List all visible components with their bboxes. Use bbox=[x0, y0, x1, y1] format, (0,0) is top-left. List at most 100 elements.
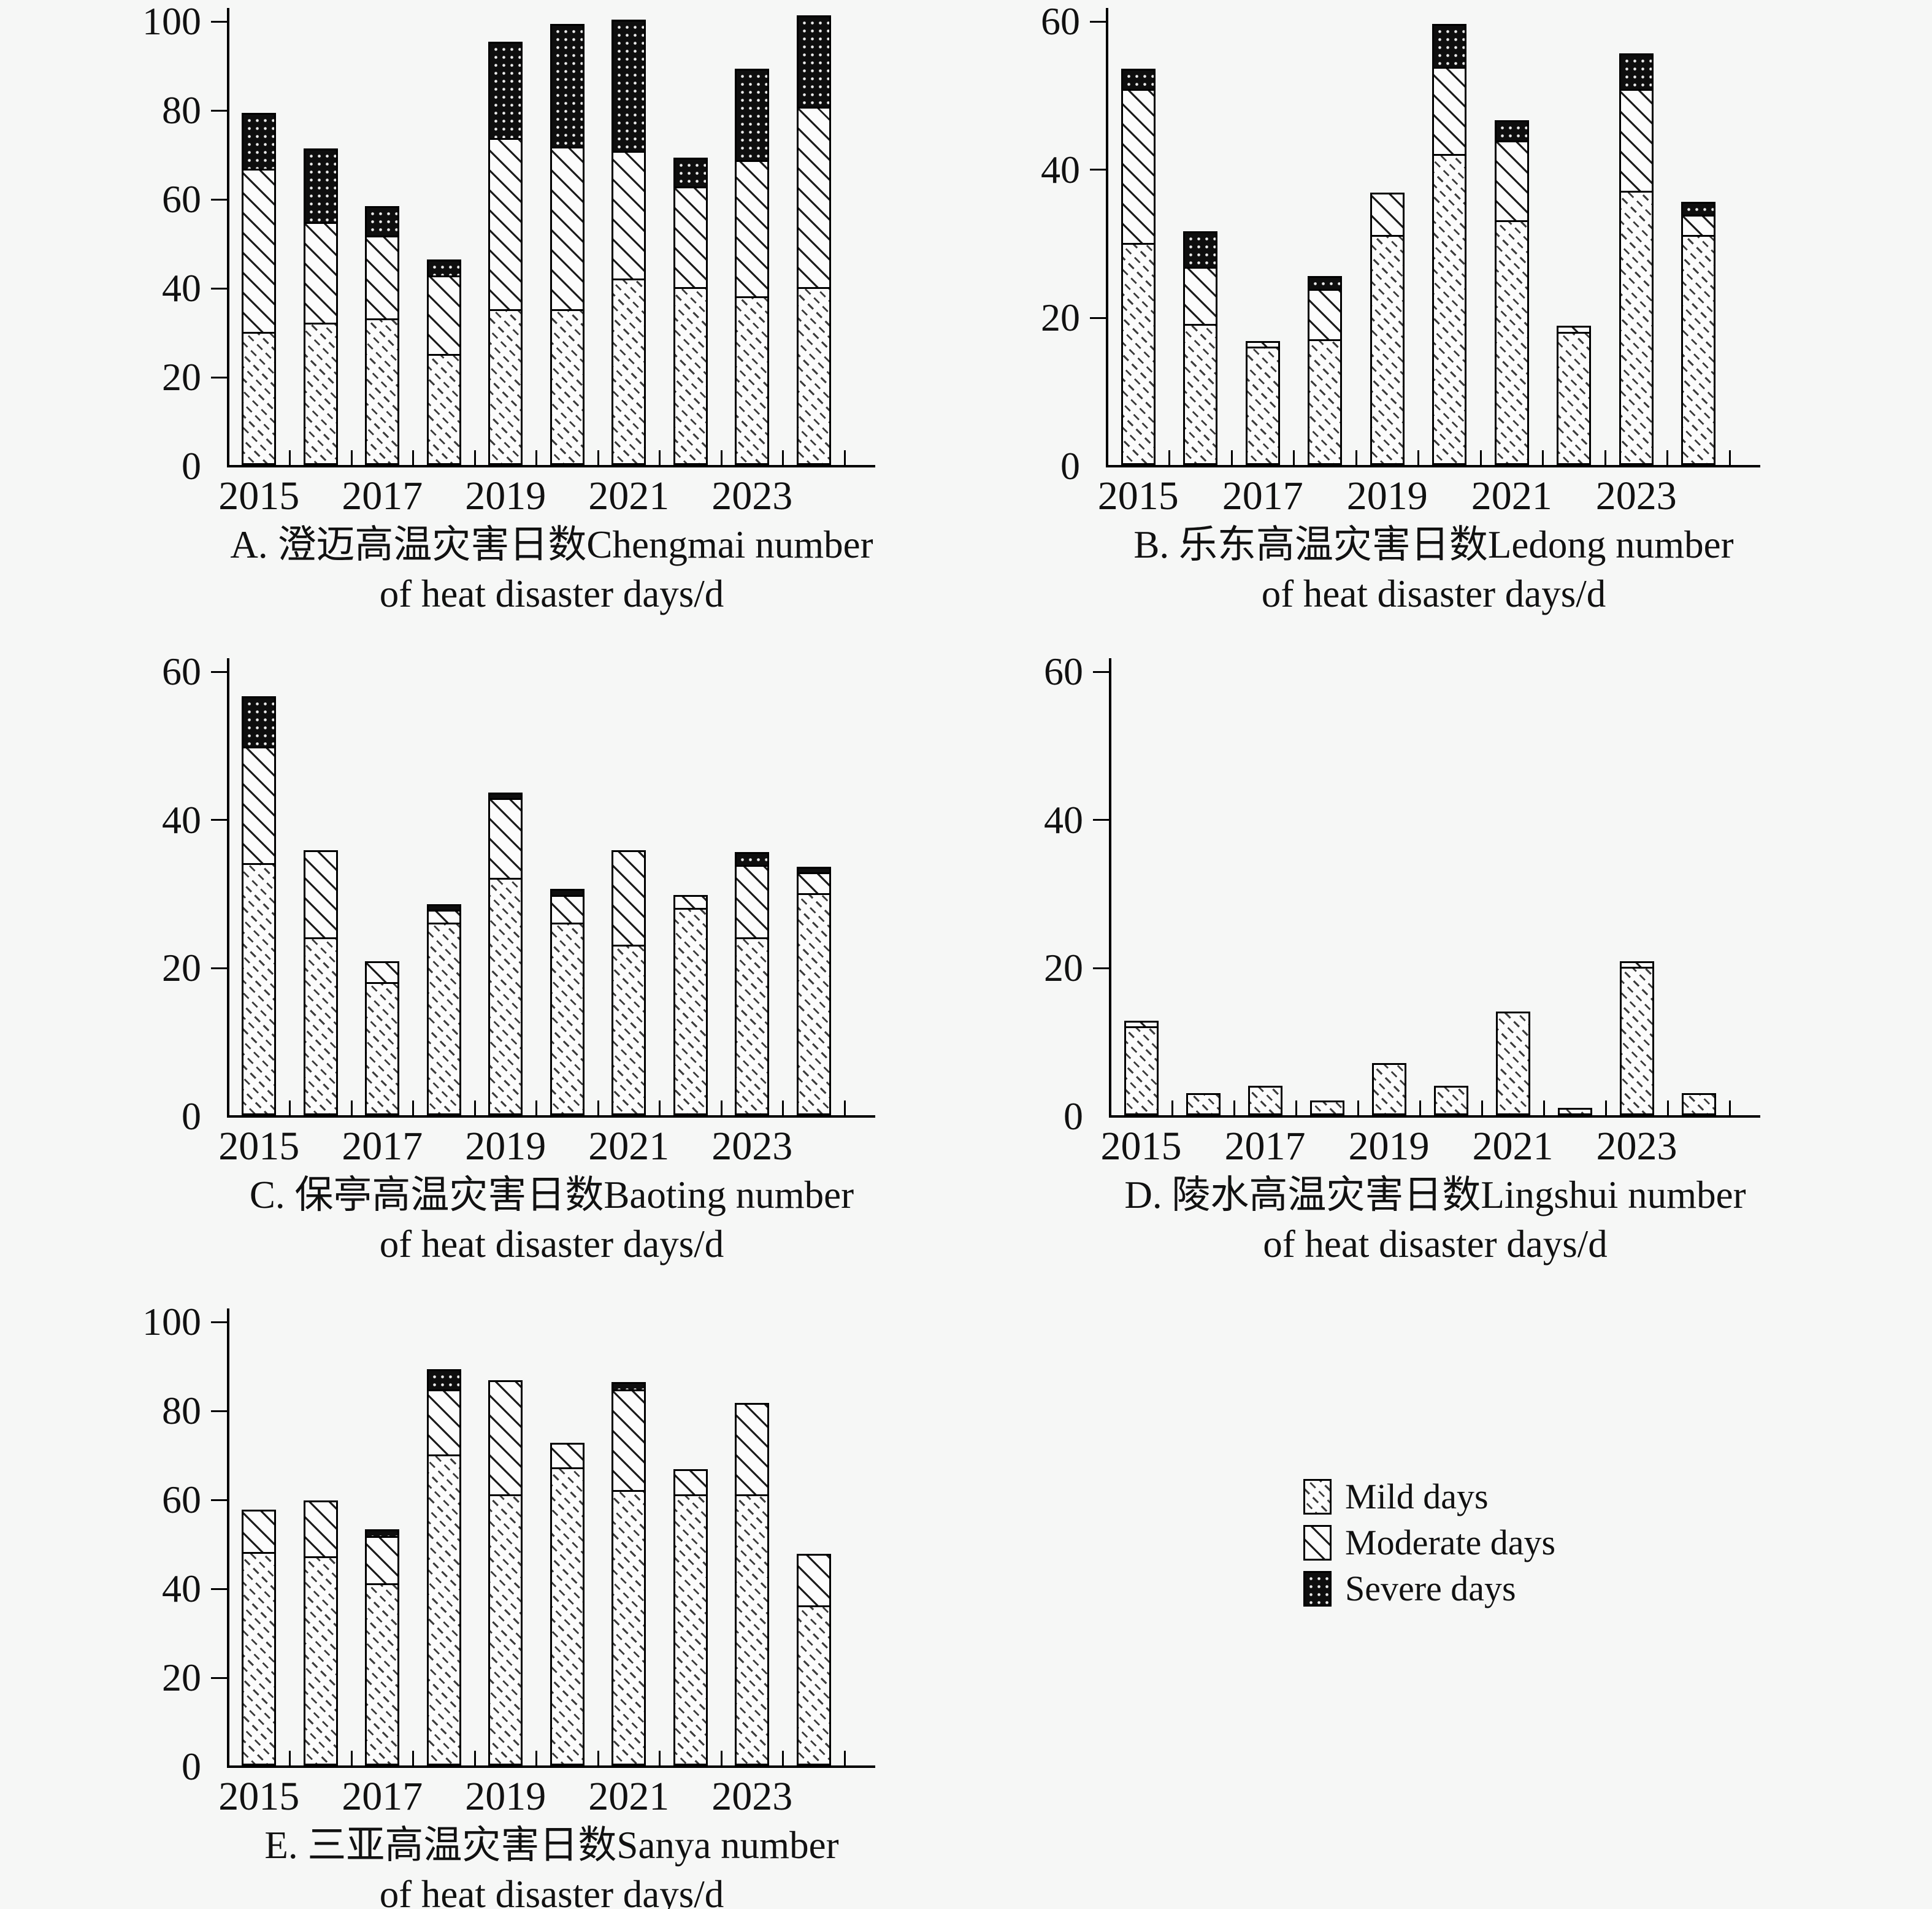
bar-E-2024 bbox=[796, 1554, 831, 1765]
bar-B-2020 bbox=[1432, 24, 1467, 465]
bar-segment-mild bbox=[426, 922, 461, 1115]
chart-chengmai-title-line2: of heat disaster days/d bbox=[379, 572, 724, 615]
chart-chengmai-title: A. 澄迈高温灾害日数Chengmai number of heat disas… bbox=[230, 520, 873, 618]
x-axis bbox=[227, 1115, 875, 1118]
bar-segment-moderate bbox=[1432, 66, 1467, 156]
bar-segment-severe bbox=[735, 68, 770, 162]
bar-segment-moderate bbox=[1183, 266, 1218, 326]
bar-E-2018 bbox=[426, 1369, 461, 1765]
y-tick-label: 0 bbox=[1064, 1094, 1083, 1138]
bar-segment-mild bbox=[488, 1494, 523, 1765]
bar-A-2015 bbox=[242, 113, 277, 465]
bar-segment-mild bbox=[242, 331, 277, 465]
bar-A-2019 bbox=[488, 42, 523, 465]
x-tick-label: 2021 bbox=[588, 1124, 670, 1169]
bar-D-2018 bbox=[1309, 1100, 1344, 1115]
y-tick-label: 40 bbox=[162, 1567, 201, 1610]
bar-A-2020 bbox=[550, 24, 585, 465]
x-tick-label: 2015 bbox=[1100, 1124, 1182, 1169]
chart-lingshui: D. 陵水高温灾害日数Lingshui number of heat disas… bbox=[1044, 652, 1760, 1266]
bar-C-2019 bbox=[488, 793, 523, 1115]
bar-C-2020 bbox=[550, 889, 585, 1115]
y-tick-label: 60 bbox=[162, 177, 201, 221]
y-tick bbox=[211, 819, 227, 821]
x-tick-label: 2019 bbox=[1348, 1124, 1430, 1169]
bar-segment-mild bbox=[1557, 331, 1592, 465]
x-tick bbox=[350, 1751, 353, 1765]
x-tick-label: 2023 bbox=[1596, 1124, 1677, 1169]
bar-segment-mild bbox=[1186, 1093, 1221, 1115]
x-tick bbox=[1666, 450, 1668, 465]
y-tick bbox=[211, 1499, 227, 1501]
bar-segment-severe bbox=[1308, 275, 1343, 291]
bar-segment-severe bbox=[1494, 120, 1529, 143]
chart-chengmai-plot: A. 澄迈高温灾害日数Chengmai number of heat disas… bbox=[142, 2, 875, 615]
y-tick-label: 100 bbox=[142, 0, 201, 43]
legend-item-mild-days: Mild days bbox=[1303, 1477, 1555, 1516]
bar-segment-mild bbox=[365, 318, 400, 465]
chart-lingshui-title: D. 陵水高温灾害日数Lingshui number of heat disas… bbox=[1124, 1170, 1746, 1269]
y-axis bbox=[227, 8, 229, 466]
mild-days-pattern-swatch-icon bbox=[1303, 1479, 1332, 1515]
x-tick bbox=[1543, 1100, 1545, 1115]
bar-E-2017 bbox=[365, 1529, 400, 1765]
bar-segment-moderate bbox=[426, 909, 461, 924]
y-tick-label: 40 bbox=[1044, 797, 1083, 842]
bar-segment-mild bbox=[796, 287, 831, 465]
bar-E-2015 bbox=[242, 1509, 277, 1765]
y-tick bbox=[211, 1410, 227, 1412]
bar-segment-mild bbox=[1371, 1063, 1406, 1115]
y-tick bbox=[1093, 967, 1109, 969]
bar-segment-moderate bbox=[1121, 88, 1156, 245]
chart-ledong-title: B. 乐东高温灾害日数Ledong number of heat disaste… bbox=[1133, 520, 1733, 618]
legend-item-severe-days: Severe days bbox=[1303, 1569, 1555, 1608]
chart-ledong-title-line1: B. 乐东高温灾害日数Ledong number bbox=[1133, 523, 1734, 566]
bar-segment-mild bbox=[426, 1454, 461, 1765]
bar-segment-severe bbox=[242, 696, 277, 748]
x-tick bbox=[782, 1751, 784, 1765]
bar-segment-severe bbox=[796, 15, 831, 109]
bar-D-2022 bbox=[1557, 1107, 1592, 1115]
bar-A-2018 bbox=[426, 259, 461, 465]
chart-lingshui-plot: D. 陵水高温灾害日数Lingshui number of heat disas… bbox=[1044, 652, 1760, 1266]
bar-segment-mild bbox=[1309, 1100, 1344, 1115]
legend: Mild days Moderate days Severe days bbox=[1303, 1477, 1555, 1615]
bar-segment-severe bbox=[1183, 231, 1218, 269]
y-tick bbox=[211, 967, 227, 969]
x-tick-label: 2021 bbox=[1472, 1124, 1554, 1169]
y-tick bbox=[1090, 317, 1106, 319]
bar-segment-mild bbox=[1432, 153, 1467, 465]
bar-segment-moderate bbox=[611, 850, 646, 947]
chart-lingshui-title-line2: of heat disaster days/d bbox=[1263, 1223, 1608, 1266]
bar-segment-mild bbox=[303, 323, 338, 465]
x-tick bbox=[1604, 450, 1606, 465]
y-tick-label: 80 bbox=[162, 1389, 201, 1432]
x-tick bbox=[473, 1751, 476, 1765]
bar-segment-mild bbox=[1370, 235, 1405, 465]
bar-segment-mild bbox=[1495, 1011, 1530, 1115]
y-tick-label: 40 bbox=[162, 266, 201, 310]
bar-A-2017 bbox=[365, 206, 400, 465]
bar-segment-moderate bbox=[1619, 88, 1654, 193]
bar-segment-moderate bbox=[365, 1536, 400, 1585]
chart-chengmai: A. 澄迈高温灾害日数Chengmai number of heat disas… bbox=[142, 2, 875, 615]
x-tick bbox=[1728, 450, 1731, 465]
x-tick bbox=[782, 1100, 784, 1115]
bar-D-2020 bbox=[1433, 1085, 1468, 1115]
bar-segment-severe bbox=[242, 113, 277, 171]
x-tick-label: 2015 bbox=[218, 1774, 300, 1819]
bar-segment-moderate bbox=[426, 1389, 461, 1456]
bar-segment-mild bbox=[1121, 242, 1156, 465]
bar-segment-mild bbox=[673, 1494, 708, 1765]
bar-B-2019 bbox=[1370, 192, 1405, 465]
x-tick-label: 2023 bbox=[1595, 474, 1677, 518]
y-tick-label: 0 bbox=[182, 444, 201, 488]
bar-segment-moderate bbox=[426, 275, 461, 356]
moderate-days-pattern-swatch-icon bbox=[1303, 1525, 1332, 1561]
y-tick bbox=[211, 1321, 227, 1323]
x-tick-label: 2019 bbox=[465, 474, 546, 518]
chart-chengmai-title-line1: A. 澄迈高温灾害日数Chengmai number bbox=[230, 523, 873, 566]
chart-baoting-title: C. 保亭高温灾害日数Baoting number of heat disast… bbox=[250, 1170, 854, 1269]
chart-sanya: E. 三亚高温灾害日数Sanya number of heat disaster… bbox=[142, 1302, 875, 1909]
